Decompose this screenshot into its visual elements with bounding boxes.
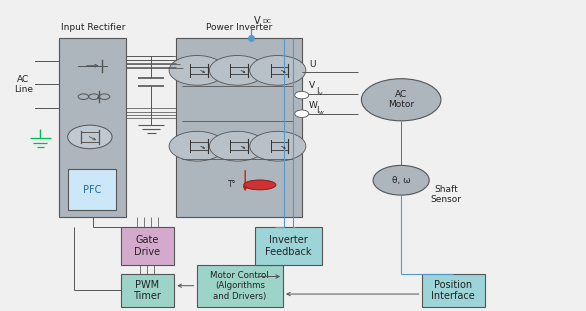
Text: PWM
Timer: PWM Timer — [134, 280, 161, 301]
Circle shape — [169, 55, 225, 85]
Text: Gate
Drive: Gate Drive — [134, 235, 161, 257]
Circle shape — [209, 55, 265, 85]
Bar — [255, 227, 322, 265]
Text: Motor Control
(Algorithms
and Drivers): Motor Control (Algorithms and Drivers) — [210, 271, 269, 301]
Bar — [121, 274, 174, 307]
Text: V: V — [309, 81, 315, 90]
Circle shape — [67, 125, 112, 149]
Text: Position
Interface: Position Interface — [431, 280, 475, 301]
Text: Input Rectifier: Input Rectifier — [60, 22, 125, 31]
Circle shape — [169, 131, 225, 161]
Text: I$_v$: I$_v$ — [316, 86, 325, 98]
Text: T°: T° — [228, 180, 236, 189]
Text: Shaft
Sensor: Shaft Sensor — [431, 184, 462, 204]
Bar — [68, 169, 116, 210]
Ellipse shape — [244, 180, 276, 190]
Text: θ, ω: θ, ω — [392, 176, 410, 185]
Circle shape — [295, 110, 309, 118]
Bar — [176, 38, 302, 217]
Circle shape — [295, 91, 309, 99]
Text: DC: DC — [262, 19, 271, 24]
Circle shape — [250, 131, 306, 161]
Circle shape — [250, 55, 306, 85]
Bar — [59, 38, 127, 217]
Circle shape — [209, 131, 265, 161]
Circle shape — [362, 79, 441, 121]
Text: Inverter
Feedback: Inverter Feedback — [265, 235, 312, 257]
Text: PWR: PWR — [254, 183, 266, 188]
Text: V: V — [254, 16, 261, 26]
Text: Power Inverter: Power Inverter — [206, 22, 272, 31]
Circle shape — [373, 165, 429, 195]
Bar — [196, 265, 283, 307]
Text: I$_w$: I$_w$ — [316, 104, 326, 117]
Text: PFC: PFC — [83, 184, 101, 195]
Bar — [121, 227, 174, 265]
Text: U: U — [309, 60, 315, 69]
Text: AC
Motor: AC Motor — [388, 90, 414, 109]
Text: AC
Line: AC Line — [14, 75, 33, 94]
Bar — [421, 274, 485, 307]
Text: W: W — [309, 101, 318, 110]
